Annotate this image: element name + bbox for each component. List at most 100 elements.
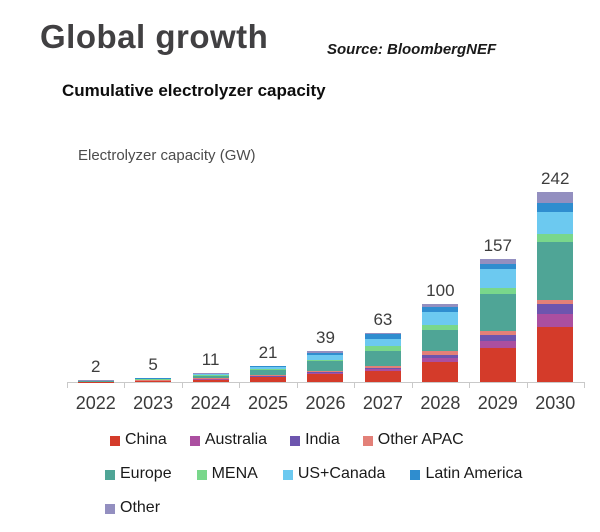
bars: 2 5 11 21 39 63 100 157 242: [67, 160, 584, 382]
bar-segment-australia: [422, 358, 459, 363]
legend-swatch-icon: [282, 469, 293, 480]
source-attribution: Source: BloombergNEF: [327, 41, 497, 58]
stacked-bar-2026: [307, 351, 344, 382]
bar-segment-mena: [537, 233, 574, 242]
legend-item-europe: Europe: [105, 466, 172, 482]
year-label-2025: 2025: [248, 393, 289, 413]
legend-swatch-icon: [290, 435, 301, 446]
year-label-2029: 2029: [477, 393, 518, 413]
legend-item-us-canada: US+Canada: [282, 466, 385, 482]
axis-tick: [124, 383, 181, 388]
legend-item-other: Other: [105, 500, 160, 516]
bar-segment-other: [537, 192, 574, 204]
bar-segment-australia: [250, 376, 287, 378]
legend-swatch-icon: [189, 435, 200, 446]
bar-segment-other-apac: [537, 299, 574, 305]
stacked-bar-2024: [192, 373, 229, 382]
bar-segment-other: [479, 258, 516, 264]
bar-segment-europe: [192, 375, 229, 379]
bar-segment-other-apac: [307, 370, 344, 373]
axis-tick: [296, 383, 354, 388]
legend-item-china: China: [110, 432, 167, 448]
year-label-2022: 2022: [75, 393, 116, 413]
bar-segment-europe: [422, 330, 459, 352]
bar-segment-europe: [364, 350, 401, 366]
bar-segment-india: [422, 354, 459, 359]
bar-slot-2026: 39: [297, 329, 354, 382]
bar-value-label: 39: [316, 328, 335, 348]
legend-label: India: [305, 431, 340, 448]
bar-segment-other-apac: [479, 331, 516, 335]
bar-segment-australia: [479, 341, 516, 349]
year-label-2026: 2026: [305, 393, 346, 413]
bar-segment-latin-america: [192, 373, 229, 375]
bar-segment-mena: [250, 369, 287, 370]
legend-swatch-icon: [105, 469, 115, 480]
bar-value-label: 242: [541, 169, 570, 189]
bar-segment-other-apac: [250, 375, 287, 377]
bar-slot-2025: 21: [239, 344, 296, 382]
bar-segment-latin-america: [250, 365, 287, 368]
bar-segment-other: [307, 351, 344, 353]
axis-tick: [239, 383, 296, 388]
legend-swatch-icon: [196, 469, 207, 480]
year-label-2027: 2027: [362, 393, 403, 413]
year-label-2023: 2023: [133, 393, 174, 413]
legend-label: China: [125, 431, 167, 448]
bar-segment-china: [192, 379, 229, 382]
bar-value-label: 11: [201, 350, 220, 370]
bar-slot-2022: 2: [67, 358, 124, 382]
bar-segment-mena: [364, 345, 401, 351]
bar-segment-china: [307, 374, 344, 382]
legend-swatch-icon: [105, 503, 115, 514]
bar-segment-mena: [422, 324, 459, 331]
bar-slot-2030: 242: [527, 170, 584, 382]
bar-segment-other: [422, 303, 459, 308]
bar-segment-china: [135, 381, 172, 382]
bar-slot-2024: 11: [182, 351, 239, 382]
stacked-bar-2027: [364, 332, 401, 382]
bar-segment-latin-america: [537, 203, 574, 213]
legend-item-india: India: [290, 432, 340, 448]
bar-segment-europe: [537, 241, 574, 300]
bar-value-label: 157: [483, 235, 512, 255]
axis-tick: [67, 383, 124, 388]
axis-tick: [469, 383, 526, 388]
axis-tick: [526, 383, 584, 388]
axis-tick: [411, 383, 469, 388]
stacked-bar-2029: [479, 258, 516, 382]
bar-segment-china: [422, 362, 459, 382]
chart-title: Cumulative electrolyzer capacity: [62, 81, 326, 100]
legend-item-latin-america: Latin America: [410, 466, 522, 482]
bar-segment-us-canada: [250, 367, 287, 370]
legend-label: Europe: [120, 465, 172, 482]
bar-segment-us-canada: [422, 312, 459, 325]
legend-row: China Australia India Other APAC: [0, 430, 600, 450]
bar-segment-china: [537, 327, 574, 382]
bar-slot-2029: 157: [469, 237, 526, 382]
bar-segment-latin-america: [364, 334, 401, 339]
y-axis-title: Electrolyzer capacity (GW): [78, 147, 256, 164]
axis-tick: [181, 383, 239, 388]
bar-segment-us-canada: [307, 354, 344, 360]
bar-segment-other-apac: [422, 351, 459, 355]
bar-slot-2028: 100: [412, 282, 469, 382]
bar-segment-europe: [479, 294, 516, 331]
legend-swatch-icon: [410, 469, 421, 480]
bar-segment-us-canada: [364, 338, 401, 346]
bar-segment-australia: [307, 372, 344, 375]
bar-segment-latin-america: [135, 378, 172, 379]
bar-segment-australia: [537, 313, 574, 328]
axis-tick: [354, 383, 411, 388]
stacked-bar-2023: [135, 378, 172, 382]
bar-segment-china: [250, 377, 287, 382]
legend-swatch-icon: [362, 435, 373, 446]
bar-segment-other-apac: [192, 378, 229, 380]
legend-item-other-apac: Other APAC: [362, 432, 464, 448]
bar-segment-us-canada: [135, 378, 172, 380]
legend-label: Latin America: [425, 465, 523, 482]
bar-segment-europe: [307, 361, 344, 371]
bar-segment-us-canada: [537, 212, 574, 234]
bar-segment-latin-america: [422, 307, 459, 313]
year-label-2030: 2030: [535, 393, 576, 413]
